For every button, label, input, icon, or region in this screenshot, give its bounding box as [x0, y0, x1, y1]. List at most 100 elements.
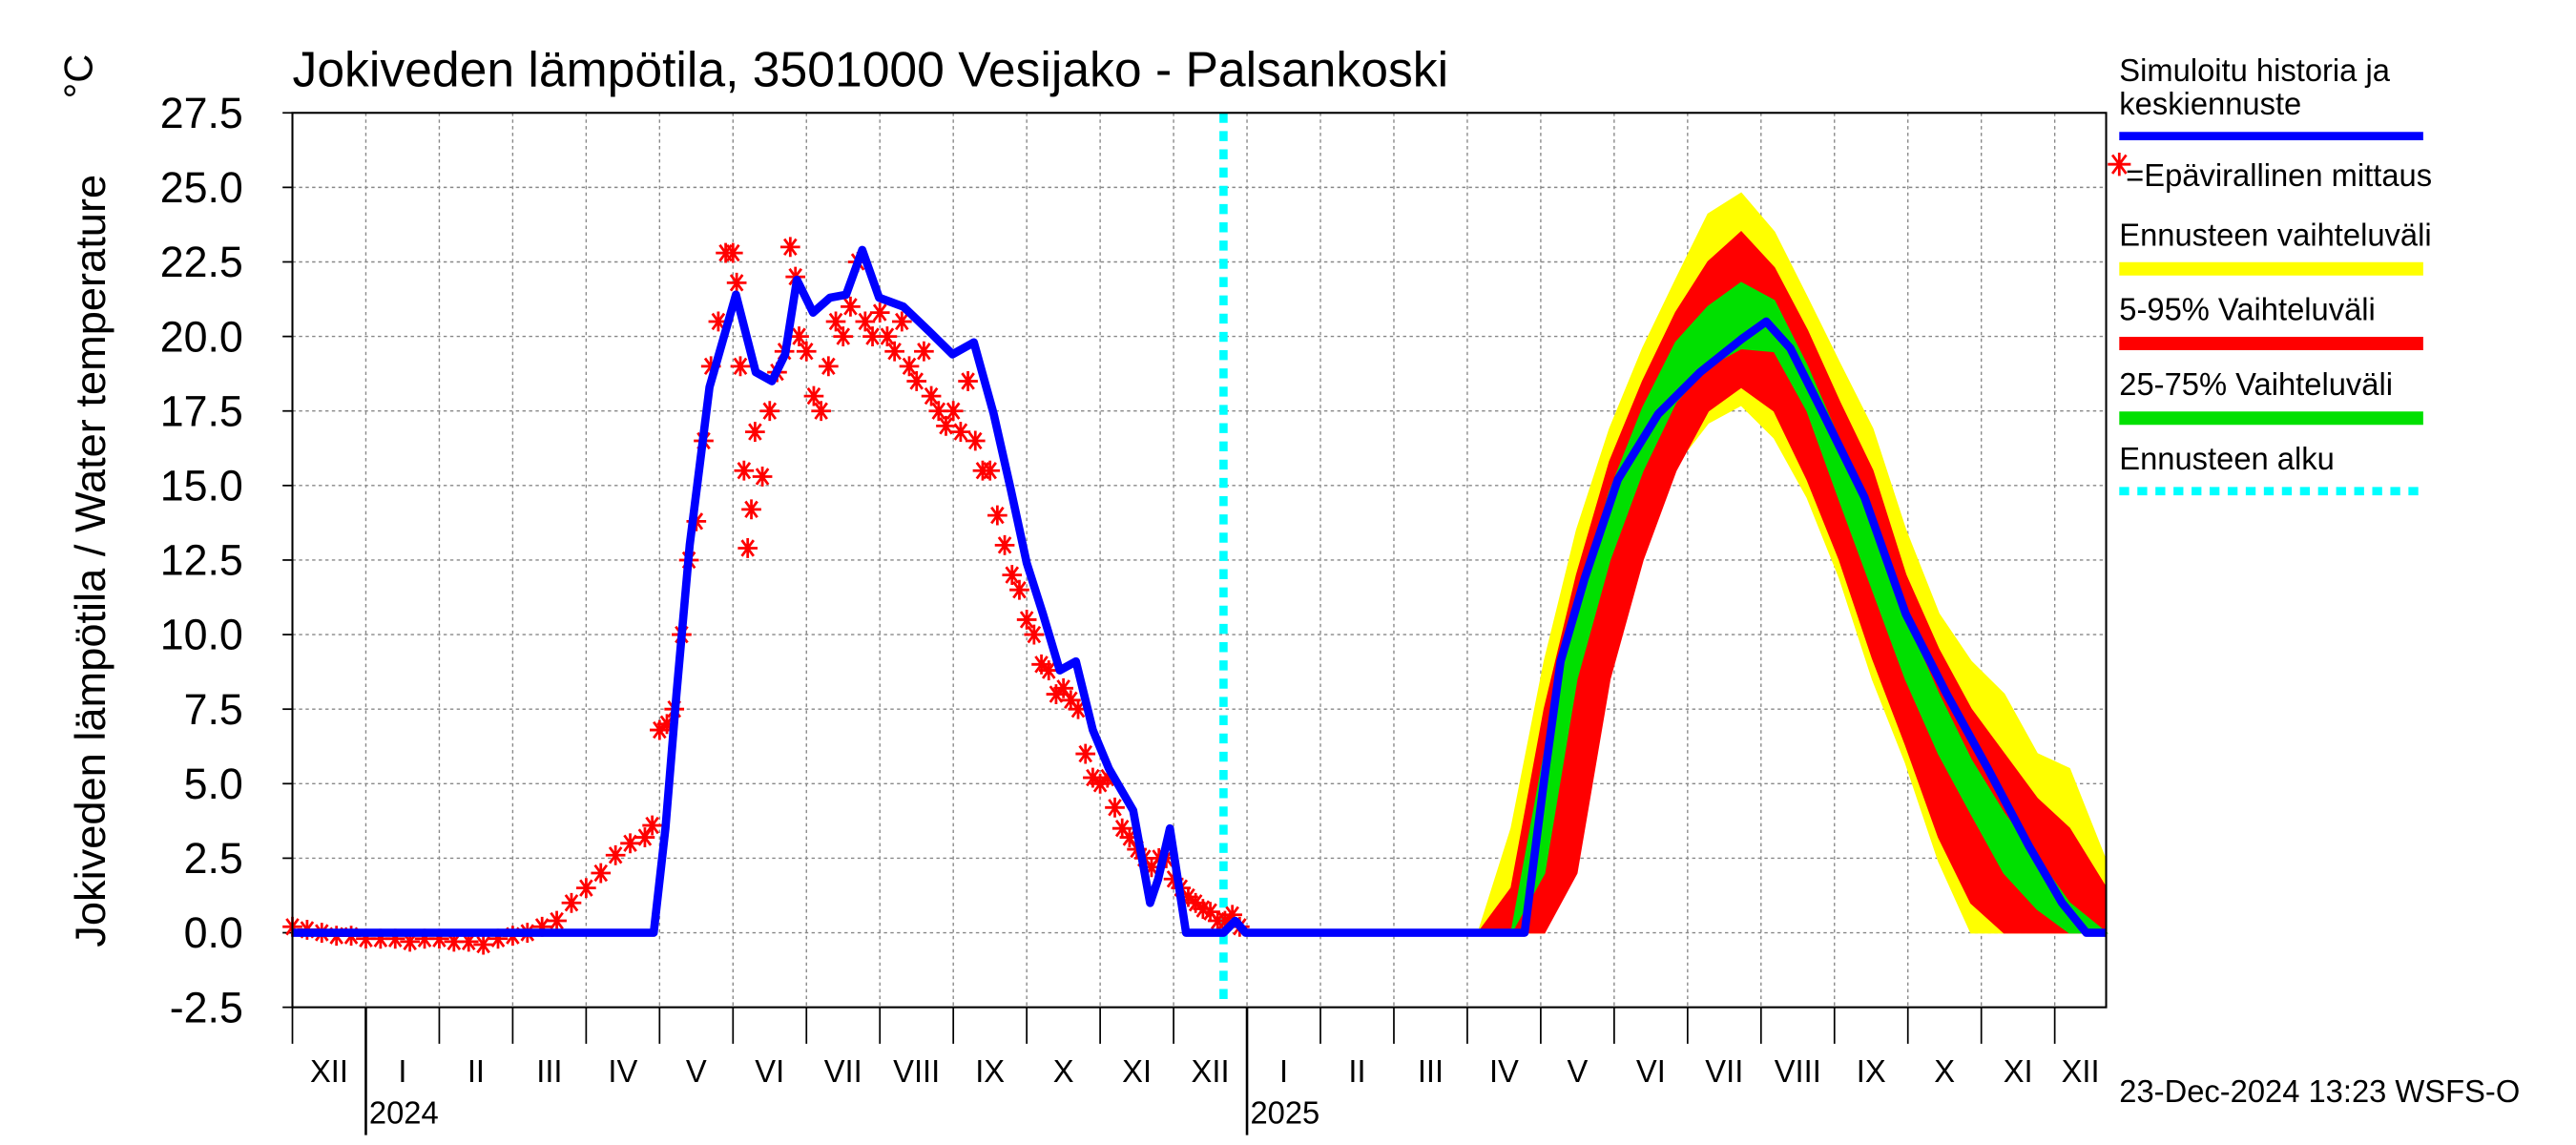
legend-label: 5-95% Vaihteluväli	[2119, 292, 2376, 327]
legend-label-line: keskiennuste	[2119, 86, 2301, 121]
measurement	[734, 460, 755, 481]
measurement	[980, 460, 1000, 481]
x-tick-label: VI	[755, 1053, 784, 1089]
measurement	[400, 931, 420, 952]
measurement	[779, 237, 800, 258]
measurement	[965, 430, 986, 451]
plot-frame	[291, 112, 2108, 1009]
measurement	[825, 311, 846, 332]
y-tick-label: 12.5	[160, 535, 243, 584]
x-tick-label: VIII	[893, 1053, 940, 1089]
measurement	[745, 422, 765, 443]
measurement	[741, 499, 761, 520]
measurement	[1075, 743, 1096, 764]
measurement	[877, 326, 898, 347]
footer: 23-Dec-2024 13:23 WSFS-O	[2119, 1073, 2520, 1109]
legend-marker	[2108, 153, 2131, 177]
measurement	[1105, 797, 1125, 818]
y-tick-label: 0.0	[184, 908, 243, 957]
measurement	[855, 311, 876, 332]
legend-label: Ennusteen alku	[2119, 441, 2335, 476]
measurement	[1016, 610, 1037, 630]
measurement	[833, 326, 854, 347]
measurement	[906, 371, 927, 391]
measurement	[789, 326, 809, 347]
measurement	[841, 296, 861, 317]
year-label: 2024	[369, 1094, 439, 1130]
measurement	[1163, 868, 1184, 889]
measurement	[1141, 857, 1162, 878]
measurement	[458, 931, 479, 952]
measurement	[943, 401, 964, 422]
measurement	[1215, 910, 1236, 931]
x-tick-label: II	[467, 1053, 485, 1089]
y-tick-label: 10.0	[160, 611, 243, 659]
legend-label-line: Simuloitu historia ja	[2119, 52, 2399, 88]
measurement	[811, 401, 831, 422]
measurement	[1119, 827, 1140, 847]
y-tick-label: 25.0	[160, 163, 243, 212]
measurement	[950, 422, 971, 443]
x-tick-label: XI	[1122, 1053, 1152, 1089]
measurement	[1053, 677, 1073, 698]
legend-label: Simuloitu historia ja keskiennuste	[2119, 52, 2399, 121]
measurement	[1009, 579, 1029, 600]
measurement	[649, 719, 670, 740]
measurement	[936, 415, 956, 436]
measurement	[414, 928, 435, 949]
measurement	[1060, 690, 1081, 711]
measurement	[987, 505, 1008, 526]
x-tick-label: VIII	[1775, 1053, 1821, 1089]
measurement	[921, 385, 942, 406]
measurement	[1090, 773, 1111, 794]
measurement	[737, 538, 758, 558]
x-tick-label: XI	[2004, 1053, 2033, 1089]
measurement	[914, 341, 934, 362]
y-axis-label: Jokiveden lämpötila / Water temperature	[66, 175, 114, 947]
measurement	[726, 272, 747, 293]
unit-label: °C	[56, 54, 101, 99]
y-tick-label: 17.5	[160, 386, 243, 435]
measurement	[708, 311, 729, 332]
measurement	[759, 401, 780, 422]
measurement	[869, 302, 890, 323]
measurement	[1038, 660, 1059, 681]
measurement	[634, 827, 655, 847]
measurement	[1185, 892, 1206, 913]
measurement	[994, 534, 1015, 555]
x-tick-label: III	[536, 1053, 562, 1089]
measurement	[591, 863, 612, 884]
measurement	[488, 928, 509, 949]
measurement	[561, 892, 582, 913]
x-tick-label: XII	[2062, 1053, 2100, 1089]
measurement	[370, 928, 391, 949]
measurement	[576, 878, 596, 899]
measurement	[722, 242, 743, 263]
measurement	[620, 833, 640, 854]
measurement	[1068, 698, 1089, 719]
measurement	[531, 916, 552, 937]
measurement	[444, 931, 465, 952]
x-tick-label: VII	[1705, 1053, 1743, 1089]
x-tick-label: IX	[1857, 1053, 1886, 1089]
measurement	[1178, 886, 1198, 907]
measurement	[1031, 654, 1051, 675]
x-tick-label: II	[1348, 1053, 1365, 1089]
measurement	[1111, 818, 1132, 839]
x-tick-label: IV	[608, 1053, 637, 1089]
legend-label: =Epävirallinen mittaus	[2126, 157, 2432, 193]
x-tick-label: VII	[824, 1053, 862, 1089]
y-tick-label: 7.5	[184, 685, 243, 734]
x-tick-label: VI	[1636, 1053, 1666, 1089]
chart-title: Jokiveden lämpötila, 3501000 Vesijako - …	[293, 42, 1449, 97]
measurement	[1083, 767, 1103, 788]
legend-label: Ennusteen vaihteluväli	[2119, 217, 2431, 252]
x-tick-label: III	[1418, 1053, 1444, 1089]
measurement	[819, 356, 839, 377]
measurement	[928, 401, 949, 422]
y-tick-label: 5.0	[184, 760, 243, 808]
x-tick-label: XII	[1192, 1053, 1230, 1089]
y-tick-label: -2.5	[170, 983, 243, 1031]
measurement	[1046, 684, 1067, 704]
